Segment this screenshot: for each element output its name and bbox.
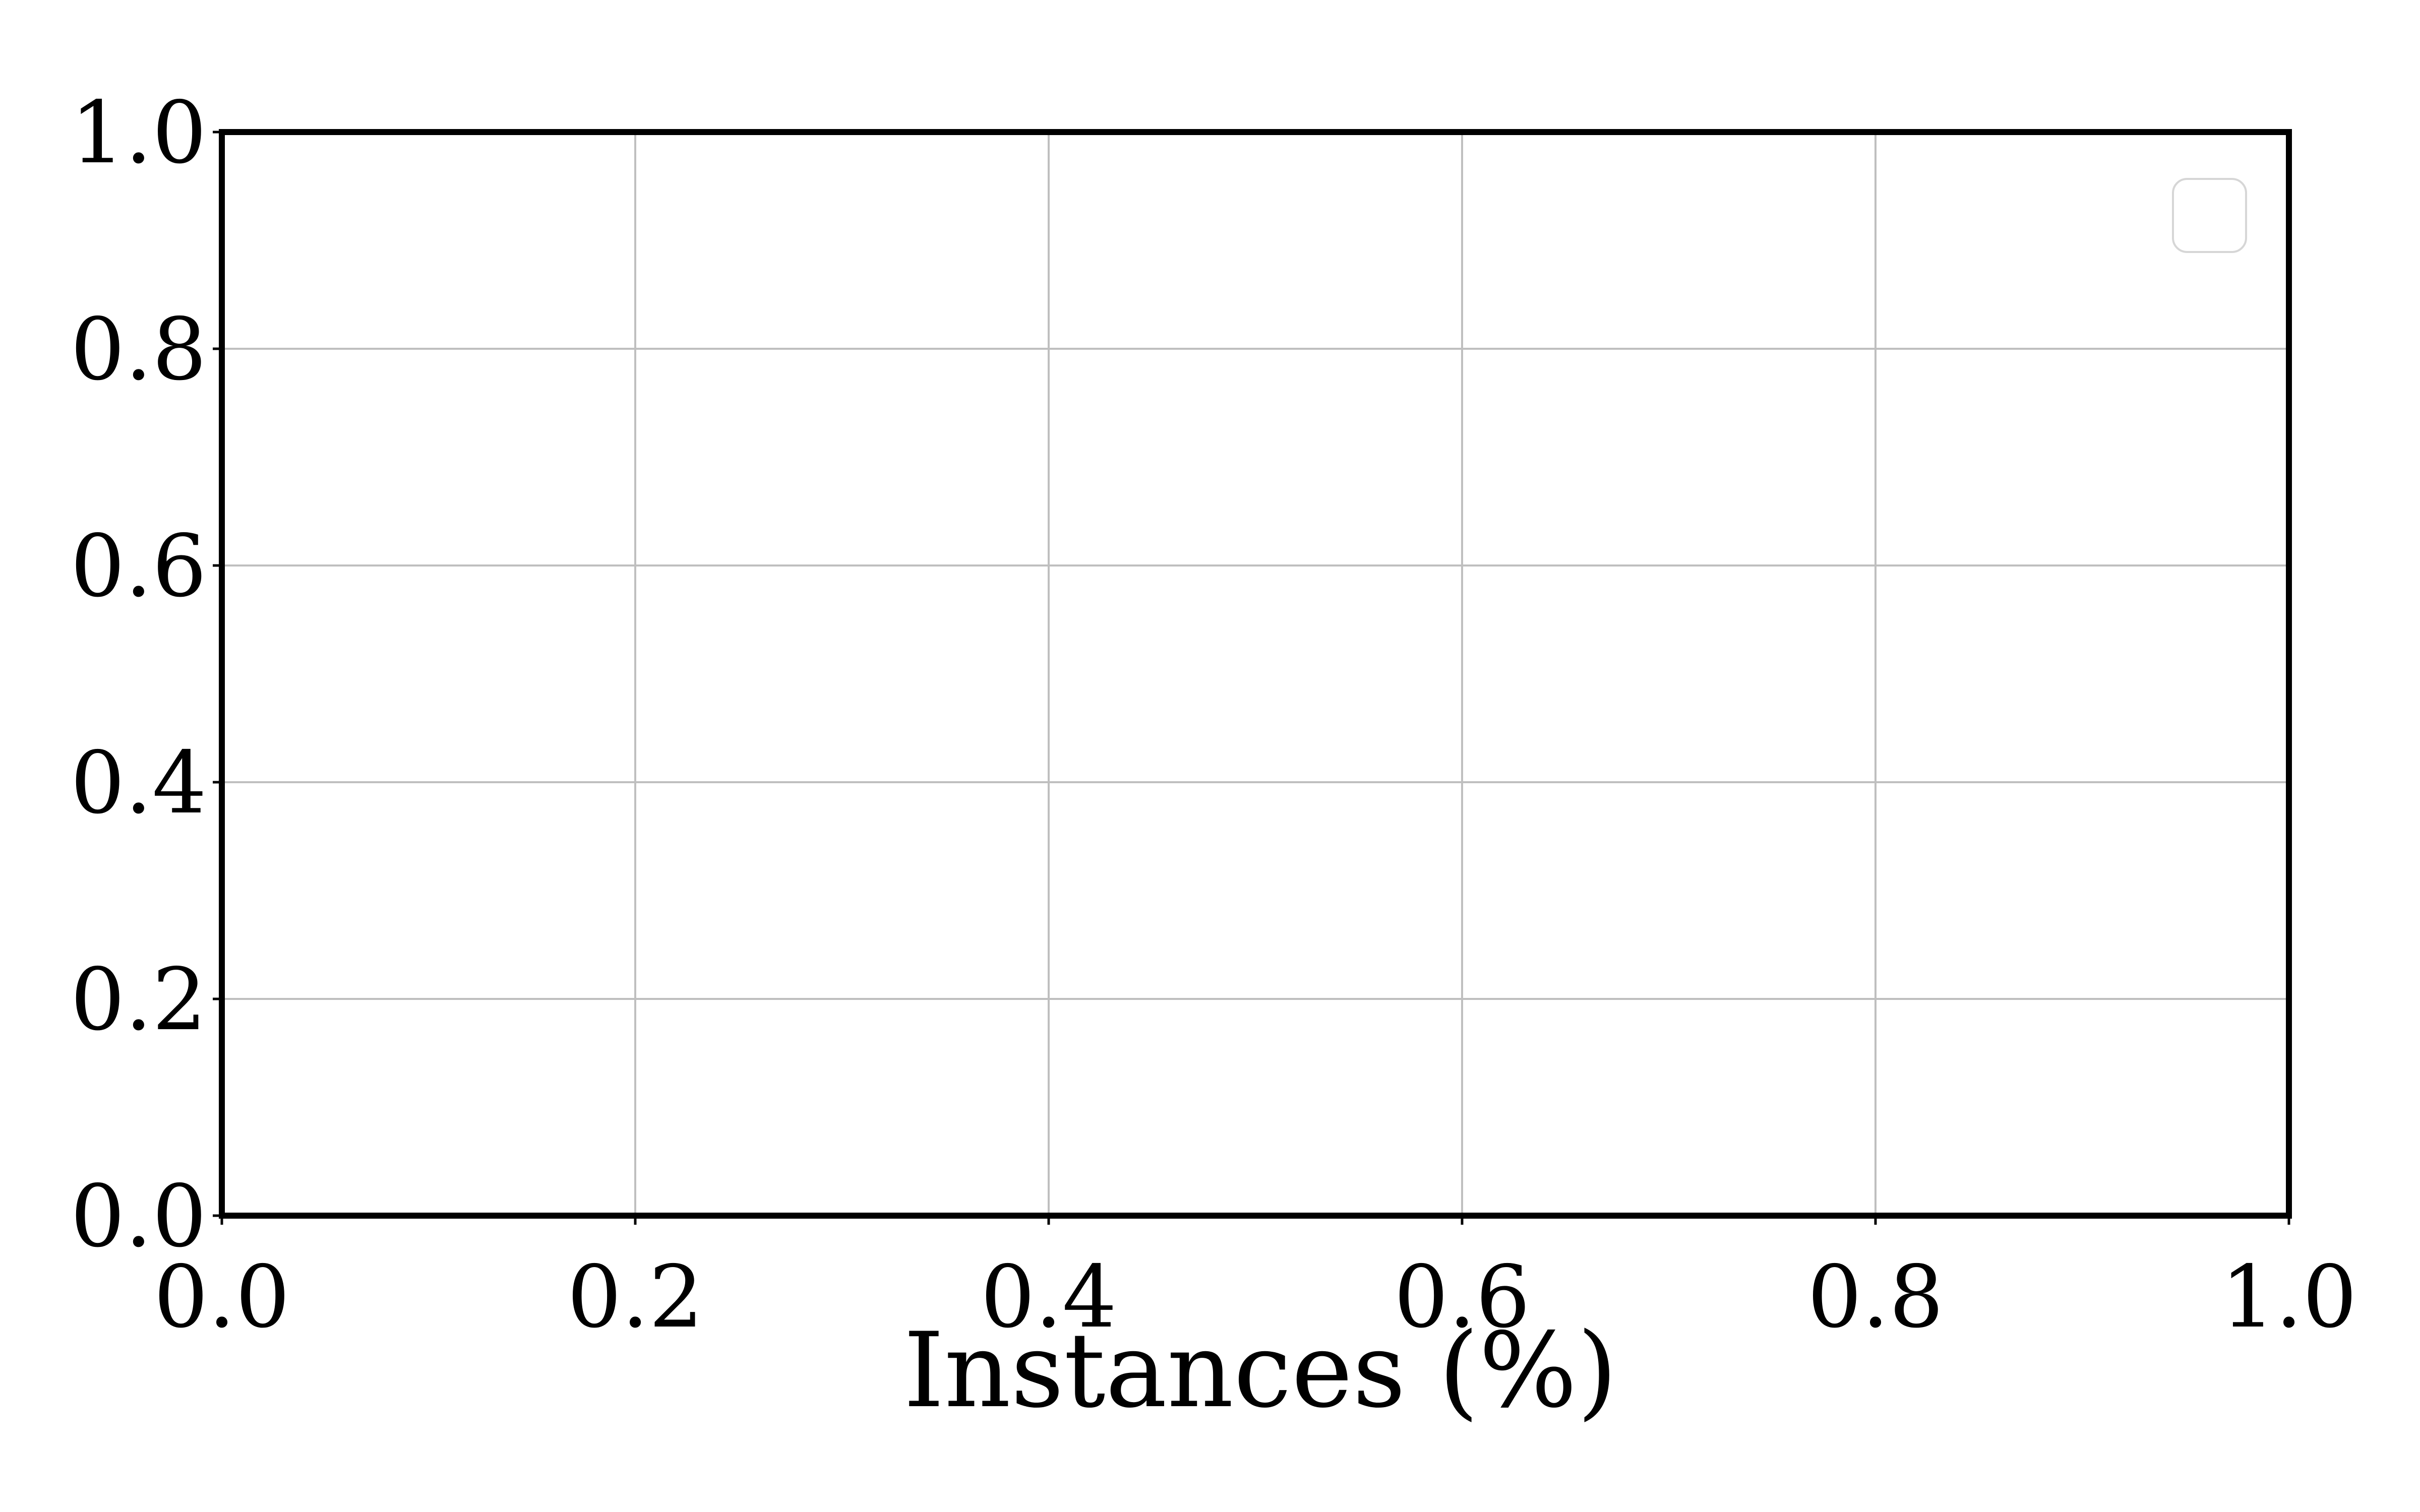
x-tick-label: 0.8 [1807, 1247, 1944, 1347]
x-tick-label: 0.0 [154, 1247, 290, 1347]
x-tick-label: 0.2 [567, 1247, 703, 1347]
x-tick-label: 1.0 [2221, 1247, 2357, 1347]
x-axis-label: Instances (%) [903, 1311, 1617, 1431]
y-tick-label: 0.8 [71, 300, 207, 400]
y-tick-label: 0.6 [71, 517, 207, 616]
plot-frame [219, 129, 2292, 1219]
legend-box [2172, 178, 2247, 253]
y-tick-label: 1.0 [71, 83, 207, 183]
y-tick-label: 0.0 [71, 1167, 207, 1267]
x-tick-label: 0.6 [1394, 1247, 1530, 1347]
y-tick-label: 0.4 [71, 733, 207, 833]
x-tick-label: 0.4 [981, 1247, 1117, 1347]
tick-labels: 0.0 0.2 0.4 0.6 0.8 1.0 0.0 0.2 0.4 0.6 0.8 1.0 [71, 83, 2357, 1347]
y-tick-label: 0.2 [71, 950, 207, 1050]
